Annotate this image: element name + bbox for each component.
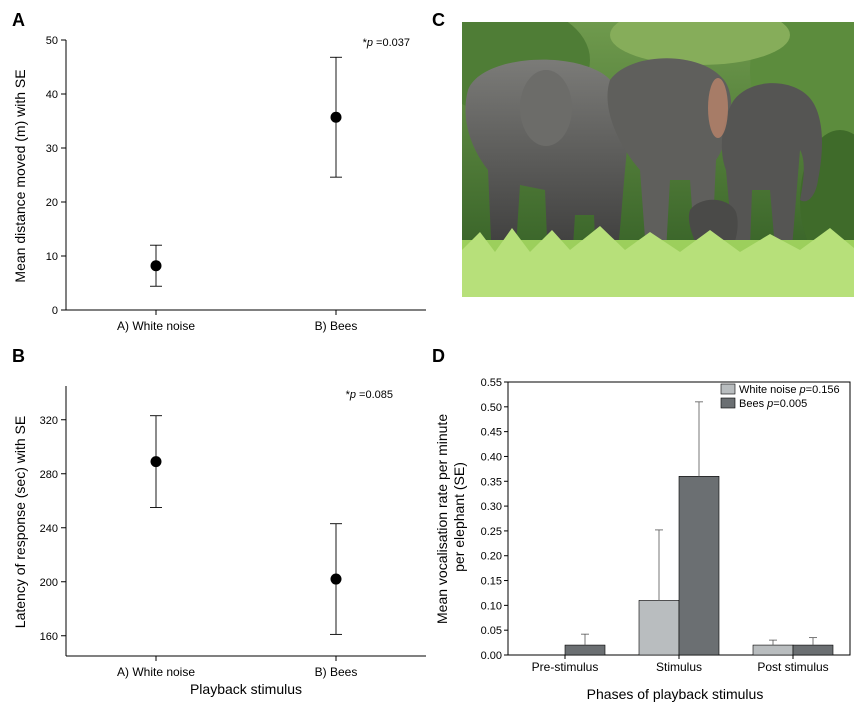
panel-d-x-tick-label: Stimulus (656, 660, 702, 674)
panel-a-y-tick-label: 0 (52, 305, 58, 317)
panel-b-y-axis-label: Latency of response (sec) with SE (12, 416, 28, 628)
panel-label-d: D (432, 346, 445, 366)
panel-d-y-tick-label: 0.45 (481, 427, 502, 439)
panel-b-data-point (150, 456, 162, 468)
panel-d-y-axis-label: Mean vocalisation rate per minute per el… (434, 410, 467, 624)
panel-b-annotation-value: =0.085 (356, 389, 393, 401)
legend-swatch-bees (720, 397, 736, 409)
legend-p-value-white-noise: =0.156 (806, 384, 840, 396)
legend-label-white-noise: White noise p=0.156 (739, 384, 840, 396)
panel-d-y-tick-label: 0.15 (481, 576, 502, 588)
panel-b-annotation-star: * (346, 389, 351, 401)
panel-b-annotation: *p =0.085 (346, 389, 393, 401)
legend-p-label-bees: p (766, 398, 773, 410)
panel-a-annotation-value: =0.037 (373, 37, 410, 49)
panel-b-y-tick-label: 200 (40, 577, 58, 589)
legend-p-label-white-noise: p (799, 384, 806, 396)
panel-b-y-tick-label: 320 (40, 415, 58, 427)
panel-d-x-axis-label: Phases of playback stimulus (587, 686, 764, 702)
legend-p-value-bees: =0.005 (773, 398, 807, 410)
panel-d-y-tick-label: 0.40 (481, 451, 502, 463)
panel-d-y-tick-label: 0.25 (481, 526, 502, 538)
panel-a-data-point (330, 111, 342, 123)
panel-b-x-tick-label: B) Bees (315, 665, 358, 679)
panel-b-y-tick-label: 160 (40, 631, 58, 643)
panel-a-y-tick-label: 30 (46, 143, 58, 155)
panel-b-data-point (330, 573, 342, 585)
elephant-left (465, 59, 628, 263)
panel-label-a: A (12, 10, 25, 30)
legend-series-name-white-noise: White noise (739, 384, 796, 396)
panel-a-y-tick-label: 20 (46, 197, 58, 209)
shared-x-axis-label: Playback stimulus (190, 681, 302, 697)
legend-series-name-bees: Bees (739, 398, 765, 410)
elephant-photo (462, 22, 854, 297)
panel-d-y-tick-label: 0.00 (481, 650, 502, 662)
legend-swatch-white-noise (720, 383, 736, 395)
panel-d-y-tick-label: 0.35 (481, 476, 502, 488)
panel-b-x-tick-label: A) White noise (117, 665, 195, 679)
panel-d-y-tick-label: 0.05 (481, 625, 502, 637)
panel-d-y-tick-label: 0.30 (481, 501, 502, 513)
legend-label-bees: Bees p=0.005 (739, 398, 807, 410)
panel-a-annotation-p: p (366, 37, 373, 49)
panel-d-bar-white-noise (752, 644, 794, 656)
panel-b-y-tick-label: 280 (40, 469, 58, 481)
panel-d-bar-bees (564, 644, 606, 656)
panel-a-y-tick-label: 50 (46, 35, 58, 47)
panel-a-annotation: *p =0.037 (363, 37, 410, 49)
panel-d-y-axis-label-line1: Mean vocalisation rate per minute (434, 414, 450, 624)
panel-a-y-tick-label: 10 (46, 251, 58, 263)
panel-d-x-tick-label: Post stimulus (757, 660, 828, 674)
panel-d-bar-bees (678, 476, 720, 656)
panel-b-y-tick-label: 240 (40, 523, 58, 535)
panel-d-y-tick-label: 0.55 (481, 377, 502, 389)
panel-d-y-tick-label: 0.10 (481, 600, 502, 612)
panel-a-x-tick-label: B) Bees (315, 319, 358, 333)
panel-d-y-tick-label: 0.20 (481, 551, 502, 563)
panel-a-y-tick-label: 40 (46, 89, 58, 101)
panel-label-c: C (432, 10, 445, 30)
panel-b-annotation-p: p (349, 389, 356, 401)
panel-d-chart: Mean vocalisation rate per minute per el… (434, 377, 851, 702)
panel-a-data-point (150, 260, 162, 272)
panel-d-y-tick-label: 0.50 (481, 402, 502, 414)
panel-d-bar-white-noise (638, 600, 680, 656)
panel-d-y-axis-label-line2: per elephant (SE) (451, 462, 467, 572)
panel-d-bar-bees (792, 644, 834, 656)
panel-a-annotation-star: * (363, 37, 368, 49)
panel-label-b: B (12, 346, 25, 366)
panel-d-legend: White noise p=0.156 Bees p=0.005 (720, 383, 840, 410)
elephant-right (721, 83, 822, 248)
panel-a-chart: Mean distance moved (m) with SE 0 10 20 30 4… (12, 35, 426, 333)
panel-a-y-axis-label: Mean distance moved (m) with SE (12, 69, 28, 282)
panel-a-x-tick-label: A) White noise (117, 319, 195, 333)
panel-b-chart: Latency of response (sec) with SE 160 200… (12, 386, 426, 697)
panel-d-x-tick-label: Pre-stimulus (532, 660, 599, 674)
